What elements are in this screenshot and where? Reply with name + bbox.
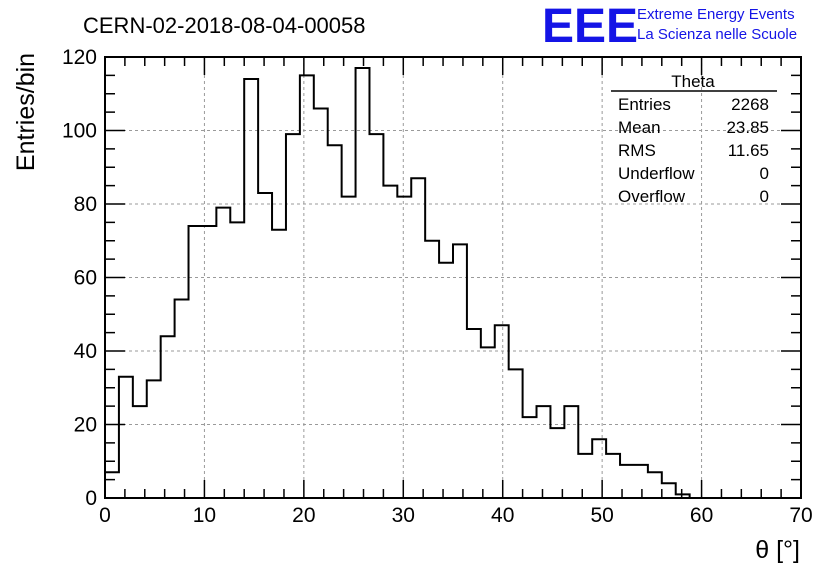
x-tick-label: 20	[292, 504, 315, 527]
y-axis-title: Entries/bin	[12, 53, 40, 171]
y-tick-label: 0	[85, 487, 97, 510]
stats-label-rms: RMS	[618, 141, 656, 160]
y-tick-label: 120	[62, 46, 97, 69]
stats-label-entries: Entries	[618, 95, 671, 114]
x-tick-label: 60	[690, 504, 713, 527]
x-tick-label: 10	[193, 504, 216, 527]
x-axis-title: θ [°]	[755, 536, 800, 564]
x-tick-label: 50	[590, 504, 613, 527]
logo-line2: La Scienza nelle Scuole	[637, 26, 797, 43]
tick-labels: 0 10 20 30 40 50 60 70 0 20 40 60 80 100 120	[62, 46, 813, 527]
y-tick-label: 20	[74, 414, 97, 437]
stats-value-rms: 11.65	[728, 141, 769, 160]
y-tick-label: 100	[62, 120, 97, 143]
logo-line1: Extreme Energy Events	[637, 6, 795, 23]
axis-ticks	[104, 56, 802, 499]
y-tick-label: 60	[74, 267, 97, 290]
stats-label-underflow: Underflow	[618, 164, 695, 183]
histogram-outline	[104, 67, 801, 499]
stats-label-overflow: Overflow	[618, 187, 686, 206]
plot-frame	[104, 56, 802, 499]
stats-value-entries: 2268	[731, 95, 769, 114]
stats-value-underflow: 0	[760, 164, 769, 183]
x-tick-label: 30	[392, 504, 415, 527]
y-tick-label: 40	[74, 340, 97, 363]
stats-label-mean: Mean	[618, 118, 661, 137]
stats-title: Theta	[671, 72, 715, 91]
grid	[105, 57, 801, 498]
stats-value-overflow: 0	[760, 187, 769, 206]
y-tick-label: 80	[74, 193, 97, 216]
x-tick-label: 0	[99, 504, 111, 527]
x-tick-label: 40	[491, 504, 514, 527]
eee-logo: EEE Extreme Energy Events La Scienza nel…	[542, 0, 797, 53]
logo-eee-text: EEE	[542, 0, 638, 53]
run-title: CERN-02-2018-08-04-00058	[83, 13, 366, 38]
stats-value-mean: 23.85	[726, 118, 769, 137]
x-tick-label: 70	[789, 504, 812, 527]
stats-box: Theta Entries 2268 Mean 23.85 RMS 11.65 …	[611, 72, 777, 206]
